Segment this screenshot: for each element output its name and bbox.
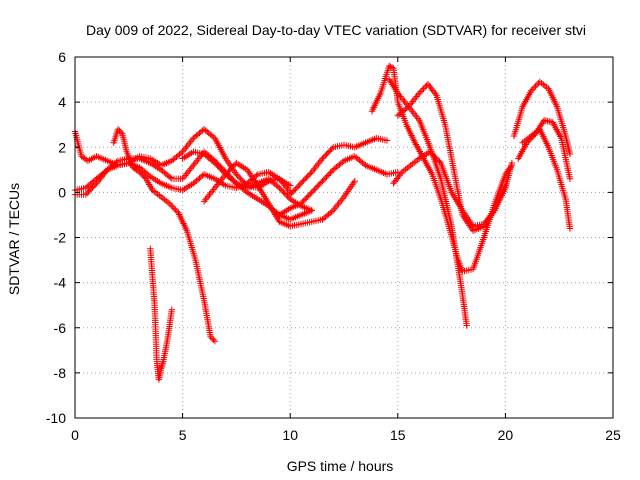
x-axis-label: GPS time / hours — [287, 458, 394, 474]
y-tick-label: -10 — [46, 410, 66, 426]
y-tick-label: -2 — [54, 230, 67, 246]
series-track-9 — [287, 135, 391, 198]
series-markers — [147, 245, 175, 383]
y-tick-label: 2 — [58, 139, 66, 155]
x-axis: 0 5 10 15 20 25 — [71, 57, 621, 443]
series-track-16 — [519, 126, 574, 232]
series-markers — [287, 135, 391, 198]
y-tick-label: 4 — [58, 94, 66, 110]
x-tick-label: 25 — [605, 427, 621, 443]
x-tick-label: 5 — [179, 427, 187, 443]
y-tick-label: 0 — [58, 184, 66, 200]
x-tick-label: 15 — [390, 427, 406, 443]
y-axis: -10 -8 -6 -4 -2 0 2 4 6 — [46, 49, 613, 426]
y-axis-label: SDTVAR / TECUs — [6, 183, 22, 295]
series-track-14 — [510, 78, 574, 158]
series-track-5 — [110, 126, 219, 345]
y-tick-label: 6 — [58, 49, 66, 65]
y-tick-label: -8 — [54, 365, 67, 381]
y-tick-label: -6 — [54, 320, 67, 336]
x-tick-label: 0 — [71, 427, 79, 443]
x-tick-label: 20 — [498, 427, 514, 443]
marks — [71, 62, 574, 383]
series-markers — [110, 126, 219, 345]
series-track-13 — [394, 80, 509, 234]
series-track-15 — [515, 117, 574, 182]
series-markers — [519, 126, 574, 232]
chart-title: Day 009 of 2022, Sidereal Day-to-day VTE… — [86, 22, 586, 38]
series-track-6 — [147, 245, 175, 383]
series-track-8 — [276, 153, 401, 219]
series-track-7 — [200, 159, 358, 230]
series-markers — [276, 153, 401, 219]
series-markers — [515, 117, 574, 182]
x-tick-label: 10 — [282, 427, 298, 443]
series-markers — [394, 80, 509, 234]
y-tick-label: -4 — [54, 275, 67, 291]
series-markers — [200, 159, 358, 230]
series-markers — [510, 78, 574, 158]
